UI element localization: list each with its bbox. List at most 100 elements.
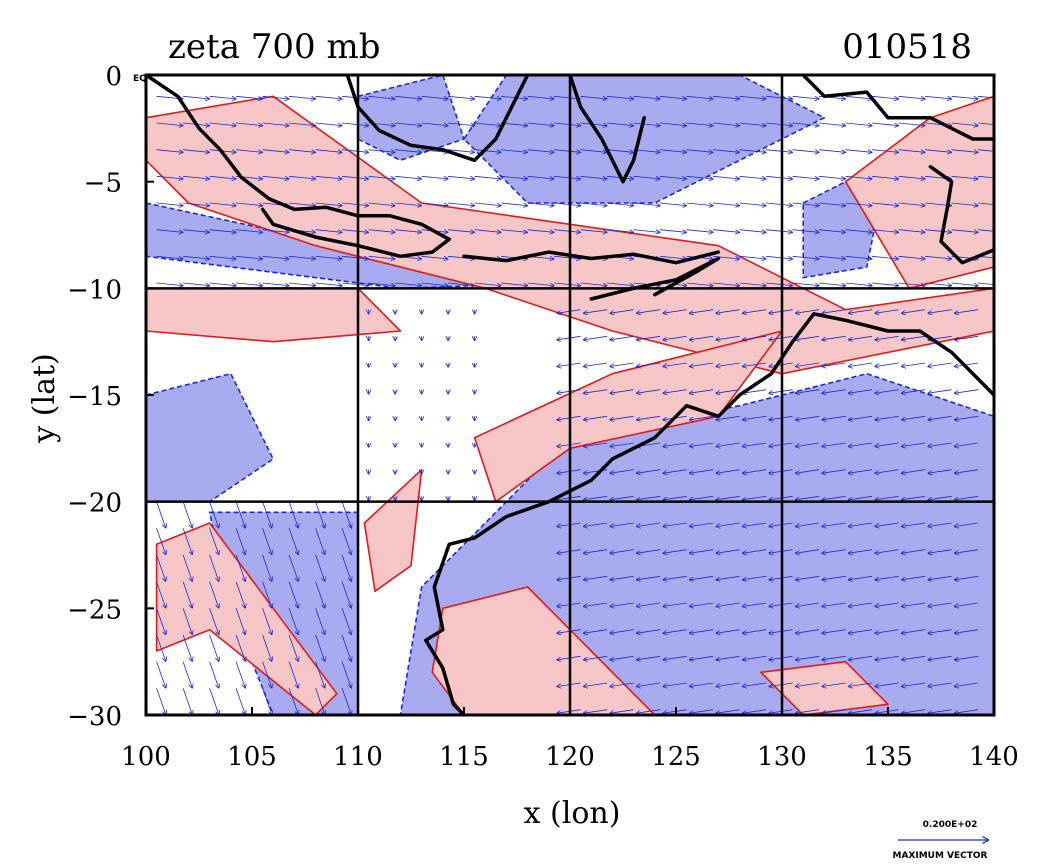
wind-vector [955, 522, 979, 527]
x-tick-label: 110 [333, 742, 383, 772]
wind-vector [660, 229, 686, 233]
wind-vector [262, 255, 289, 259]
wind-vector [766, 122, 792, 126]
wind-vector [315, 229, 342, 233]
wind-vector [209, 554, 219, 581]
wind-vector [875, 389, 899, 394]
wind-vector [182, 554, 192, 581]
wind-vector [849, 522, 873, 527]
x-tick-label: 125 [651, 742, 701, 772]
wind-vector [209, 528, 219, 554]
wind-vector [925, 149, 951, 153]
wind-vector [663, 709, 687, 714]
wind-vector [875, 602, 899, 607]
wind-vector [584, 575, 608, 580]
wind-vector [743, 629, 767, 634]
wind-vector [845, 175, 872, 179]
wind-vector [716, 709, 740, 714]
positive-region-2 [146, 287, 402, 343]
wind-vector [610, 549, 634, 554]
wind-vector [209, 501, 219, 528]
wind-vector [743, 655, 767, 660]
wind-vector [955, 629, 979, 634]
wind-vector [183, 255, 209, 259]
wind-vector [156, 528, 166, 554]
wind-vector [928, 522, 952, 527]
wind-vector [690, 389, 714, 394]
wind-vector [713, 202, 739, 206]
wind-vector [501, 229, 527, 233]
wind-vector [182, 608, 192, 634]
wind-vector [607, 149, 633, 153]
wind-vector [182, 501, 192, 528]
wind-vector [928, 362, 952, 367]
wind-vector [955, 495, 979, 500]
wind-vector [183, 282, 209, 286]
wind-vector [822, 335, 846, 340]
wind-vector [584, 655, 608, 660]
wind-vector [236, 95, 262, 99]
wind-vector [580, 95, 607, 99]
max-vector-label: MAXIMUM VECTOR [892, 851, 987, 861]
wind-vector [315, 501, 325, 528]
wind-vector [610, 602, 634, 607]
wind-vector [822, 629, 846, 634]
wind-vector [584, 362, 608, 367]
wind-vector [872, 149, 898, 153]
wind-vector [663, 655, 687, 660]
wind-vector [819, 122, 845, 126]
wind-vector [898, 202, 925, 206]
wind-vector [315, 149, 342, 153]
wind-vector [633, 229, 660, 233]
positive-region-5 [155, 522, 338, 715]
wind-vector [872, 95, 898, 99]
wind-vector [633, 95, 660, 99]
wind-vector [527, 149, 554, 153]
wind-vector [368, 202, 395, 206]
wind-vector [686, 202, 713, 206]
wind-vector [183, 175, 209, 179]
wind-vector [875, 309, 899, 314]
wind-vector [395, 95, 421, 99]
y-tick-label: −20 [67, 489, 122, 519]
wind-vector [607, 95, 633, 99]
y-tick-label: 0 [105, 62, 122, 92]
wind-vector [289, 149, 315, 153]
wind-vector [822, 549, 846, 554]
wind-vector [819, 175, 845, 179]
wind-vector [156, 661, 166, 688]
wind-vector [978, 229, 994, 232]
wind-vector [660, 202, 686, 206]
wind-vector [262, 501, 272, 528]
wind-vector [209, 255, 236, 259]
wind-vector [819, 255, 845, 259]
wind-vector [474, 229, 501, 233]
wind-vector [792, 282, 819, 286]
wind-vector [527, 175, 554, 179]
wind-vector [872, 229, 898, 233]
wind-vector [315, 688, 325, 714]
wind-vector [955, 335, 979, 340]
wind-vector [902, 362, 926, 367]
wind-vector [849, 495, 873, 500]
wind-vector [690, 335, 714, 340]
y-tick-label: −10 [67, 275, 122, 305]
wind-vector [849, 629, 873, 634]
wind-vector [183, 149, 209, 153]
wind-vector [637, 629, 661, 634]
wind-vector [289, 255, 315, 259]
wind-vector [156, 255, 183, 259]
wind-vector [902, 629, 926, 634]
wind-vector [849, 415, 873, 420]
wind-vector [739, 149, 766, 153]
wind-vector [182, 634, 192, 661]
wind-vector [584, 602, 608, 607]
wind-vector [739, 95, 766, 99]
wind-vector [315, 175, 342, 179]
wind-vector [849, 602, 873, 607]
wind-vector [872, 282, 898, 286]
wind-vector [368, 149, 395, 153]
wind-vector [554, 229, 580, 233]
wind-vector [690, 522, 714, 527]
wind-vector [743, 415, 767, 420]
